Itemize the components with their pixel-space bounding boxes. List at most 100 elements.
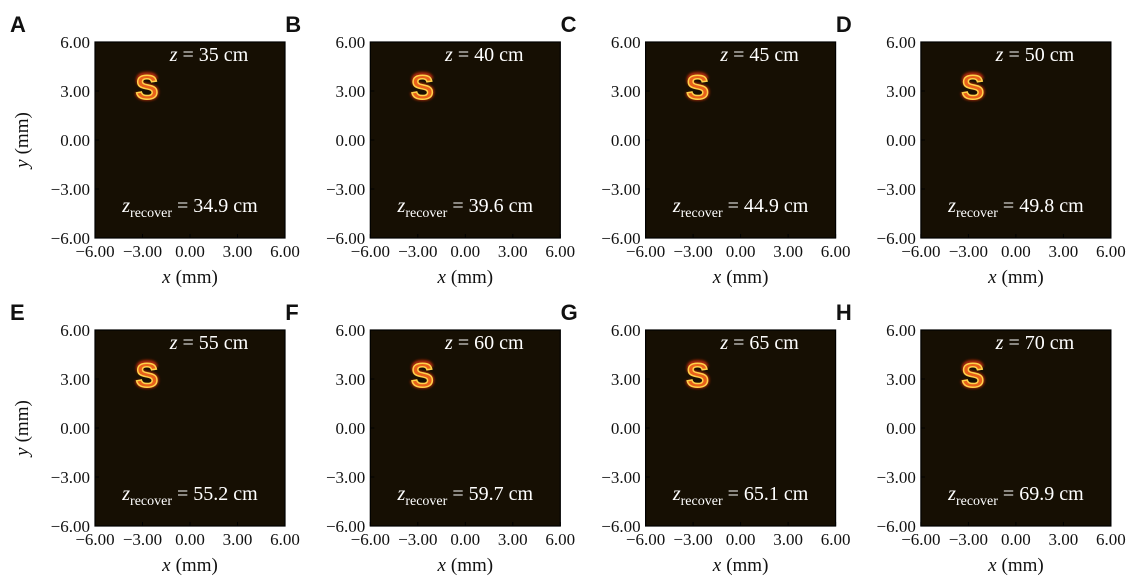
x-tick-label: 6.00 [1096, 242, 1126, 261]
symbol: z [121, 483, 130, 505]
pattern-core: S [686, 357, 709, 395]
x-tick-label: 0.00 [450, 530, 480, 549]
x-tick-label: 0.00 [175, 530, 205, 549]
unit: (mm) [12, 400, 33, 442]
x-tick-label: 3.00 [223, 242, 253, 261]
y-tick-label: 6.00 [886, 321, 916, 340]
unit: (mm) [176, 267, 218, 288]
depth-text: = 45 cm [733, 44, 799, 66]
x-tick-label: 0.00 [726, 242, 756, 261]
x-tick-label: 0.00 [450, 242, 480, 261]
depth-text: = 50 cm [1008, 44, 1074, 66]
x-axis-label: x(mm) [161, 555, 218, 576]
symbol: x [712, 555, 722, 576]
reconstructed-pattern: SS [684, 353, 711, 397]
y-tick-label: 6.00 [60, 33, 90, 52]
x-axis-label: x(mm) [436, 267, 493, 288]
x-tick-label: 6.00 [270, 530, 300, 549]
symbol: x [712, 267, 722, 288]
x-tick-label: 6.00 [545, 242, 575, 261]
x-tick-label: −3.00 [398, 530, 437, 549]
unit: (mm) [12, 112, 33, 154]
x-tick-label: −3.00 [398, 242, 437, 261]
x-axis-label: x(mm) [987, 267, 1044, 288]
panel: SS−6.00−3.000.003.006.00−6.00−3.000.003.… [561, 300, 851, 576]
y-axis-label: y (mm) [12, 112, 33, 170]
subscript: recover [681, 494, 723, 509]
symbol: z [397, 195, 406, 217]
pattern-core: S [962, 69, 985, 107]
x-tick-label: 6.00 [1096, 530, 1126, 549]
unit: (mm) [1002, 267, 1044, 288]
x-tick-label: 6.00 [545, 530, 575, 549]
subscript: recover [681, 206, 723, 221]
unit: (mm) [726, 267, 768, 288]
panel-label: H [836, 300, 852, 325]
y-tick-label: 0.00 [886, 419, 916, 438]
symbol: z [719, 44, 728, 66]
x-tick-label: 3.00 [498, 242, 528, 261]
panel-label: B [285, 12, 301, 37]
symbol: y [12, 159, 33, 170]
y-tick-label: 0.00 [886, 131, 916, 150]
depth-text: = 65 cm [733, 332, 799, 354]
recovered-text: = 49.8 cm [1003, 195, 1084, 217]
panel: SS−6.00−3.000.003.006.00−6.00−3.000.003.… [285, 12, 575, 288]
subscript: recover [405, 494, 447, 509]
y-tick-label: 0.00 [611, 131, 641, 150]
y-tick-label: −6.00 [326, 517, 365, 536]
symbol: z [672, 483, 681, 505]
panel-label: C [561, 12, 577, 37]
recovered-text: = 59.7 cm [452, 483, 533, 505]
symbol: y [12, 447, 33, 458]
y-tick-label: −6.00 [51, 229, 90, 248]
reconstructed-pattern: SS [960, 65, 987, 109]
y-tick-label: 3.00 [886, 370, 916, 389]
y-tick-label: −6.00 [601, 517, 640, 536]
reconstructed-pattern: SS [134, 65, 161, 109]
recovered-text: = 39.6 cm [452, 195, 533, 217]
y-tick-label: −6.00 [877, 517, 916, 536]
symbol: z [995, 332, 1004, 354]
x-axis-label: x(mm) [987, 555, 1044, 576]
reconstructed-pattern: SS [134, 353, 161, 397]
x-tick-label: 3.00 [498, 530, 528, 549]
symbol: z [947, 483, 956, 505]
y-tick-label: −3.00 [601, 468, 640, 487]
y-tick-label: 3.00 [336, 82, 366, 101]
subscript: recover [405, 206, 447, 221]
symbol: z [169, 44, 178, 66]
panel-label: A [10, 12, 26, 37]
pattern-core: S [136, 69, 159, 107]
y-tick-label: −3.00 [51, 468, 90, 487]
y-tick-label: 6.00 [336, 321, 366, 340]
x-tick-label: 3.00 [1049, 242, 1079, 261]
depth-text: = 70 cm [1008, 332, 1074, 354]
depth-text: = 55 cm [183, 332, 249, 354]
x-axis-label: x(mm) [161, 267, 218, 288]
x-tick-label: 0.00 [1001, 242, 1031, 261]
y-tick-label: −3.00 [51, 180, 90, 199]
symbol: z [397, 483, 406, 505]
y-tick-label: 6.00 [60, 321, 90, 340]
x-tick-label: −3.00 [123, 242, 162, 261]
symbol: z [444, 332, 453, 354]
y-tick-label: 3.00 [60, 370, 90, 389]
x-tick-label: 3.00 [773, 530, 803, 549]
unit: (mm) [451, 267, 493, 288]
symbol: z [169, 332, 178, 354]
x-tick-label: 6.00 [821, 530, 851, 549]
recovered-text: = 44.9 cm [728, 195, 809, 217]
symbol: x [436, 555, 446, 576]
x-tick-label: 3.00 [1049, 530, 1079, 549]
y-tick-label: 3.00 [886, 82, 916, 101]
x-tick-label: 0.00 [1001, 530, 1031, 549]
y-tick-label: 6.00 [886, 33, 916, 52]
y-tick-label: −3.00 [877, 180, 916, 199]
recovered-text: = 69.9 cm [1003, 483, 1084, 505]
depth-text: = 60 cm [458, 332, 524, 354]
panel-label: F [285, 300, 298, 325]
subscript: recover [130, 494, 172, 509]
unit: (mm) [1002, 555, 1044, 576]
